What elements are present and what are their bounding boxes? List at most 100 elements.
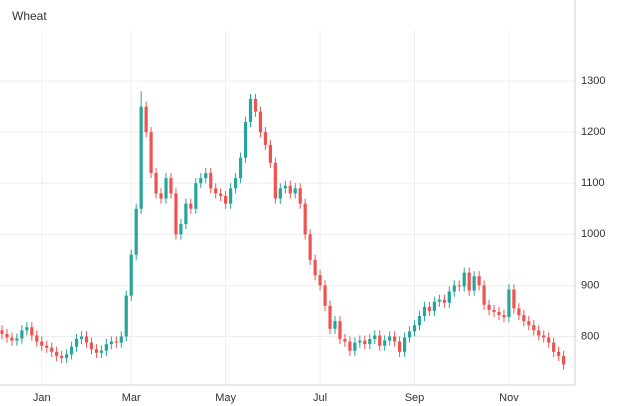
candle-body [263,132,268,145]
candle-body [238,157,243,179]
candle-body [40,341,44,346]
candle-body [537,330,541,336]
candle-body [358,340,362,343]
candle-body [348,341,352,351]
candle-body [194,183,198,209]
candle-body [0,330,4,334]
candle-body [562,355,566,365]
candle-body [99,350,103,353]
candle-body [547,337,551,343]
candle-body [427,306,432,311]
candle-body [298,188,302,204]
candle-body [149,132,153,174]
candle-body [383,340,387,346]
candle-body [472,276,476,291]
candle-body [407,331,412,338]
candle-body [522,315,526,322]
candle-body [432,301,436,311]
candle-body [487,304,491,310]
candle-body [84,336,89,343]
candle-body [328,305,332,329]
candle-body [283,185,287,189]
candle-body [60,355,64,358]
candle-body [55,351,59,356]
candle-body [204,173,208,179]
chart-title: Wheat [12,9,47,23]
candle-body [412,325,417,332]
candle-body [30,327,34,336]
candle-body [278,188,282,199]
candle-body [268,144,272,163]
candle-body [124,295,128,337]
candle-body [258,111,263,133]
candle-body [323,285,327,306]
candle-body [65,354,69,358]
candle-body [442,299,446,303]
candle-body [338,321,342,340]
candle-body [393,336,397,342]
candle-body [552,342,556,352]
candle-body [502,315,506,318]
candle-body [527,321,531,326]
candle-body [517,308,521,316]
y-tick-label: 1000 [581,228,605,240]
candle-body [447,291,451,303]
candle-body [224,196,228,204]
candle-body [273,162,277,199]
candle-body [373,335,377,340]
candle-body [422,306,427,317]
candle-body [189,203,193,209]
x-tick-label: Mar [122,392,141,404]
candle-body [437,299,441,302]
candle-body [35,335,39,342]
candle-body [219,193,223,197]
candle-body [402,337,407,352]
candle-body [482,285,486,305]
x-tick-label: Nov [499,392,519,404]
candle-body [368,339,372,345]
candle-body [5,333,9,338]
candle-body [209,173,213,189]
candle-body [363,340,367,345]
y-tick-label: 900 [581,279,599,291]
candle-body [452,285,456,292]
candle-body [497,311,501,316]
candle-body [45,345,49,348]
candle-body [129,254,133,296]
candle-body [74,339,79,347]
candle-body [398,341,402,352]
candle-body [303,203,307,235]
candle-body [69,346,74,355]
candle-body [353,342,357,351]
candle-body [542,335,546,338]
candle-body [214,188,218,194]
candle-body [199,178,203,184]
candle-body [293,188,297,194]
candle-body [477,276,481,286]
candle-body [139,106,143,209]
candle-body [243,121,248,158]
candle-body [229,188,233,204]
candle-body [119,336,123,343]
candle-body [109,341,113,345]
candle-body [10,337,14,341]
candle-body [318,275,322,286]
candle-body [457,285,461,287]
candle-body [308,234,312,260]
candle-body [89,342,94,350]
candle-body [492,309,496,312]
candle-body [94,349,99,353]
candle-body [79,336,84,340]
y-tick-label: 1300 [581,75,605,87]
candle-body [233,178,238,189]
candle-body [333,321,337,329]
x-tick-label: Jul [313,392,327,404]
candle-body [159,193,163,199]
y-tick-label: 1100 [581,177,605,189]
candle-body [507,289,511,318]
candle-body [512,289,516,309]
candle-body [104,344,108,351]
x-tick-label: Sep [405,392,425,404]
candle-body [179,224,183,235]
candle-body [20,330,24,339]
